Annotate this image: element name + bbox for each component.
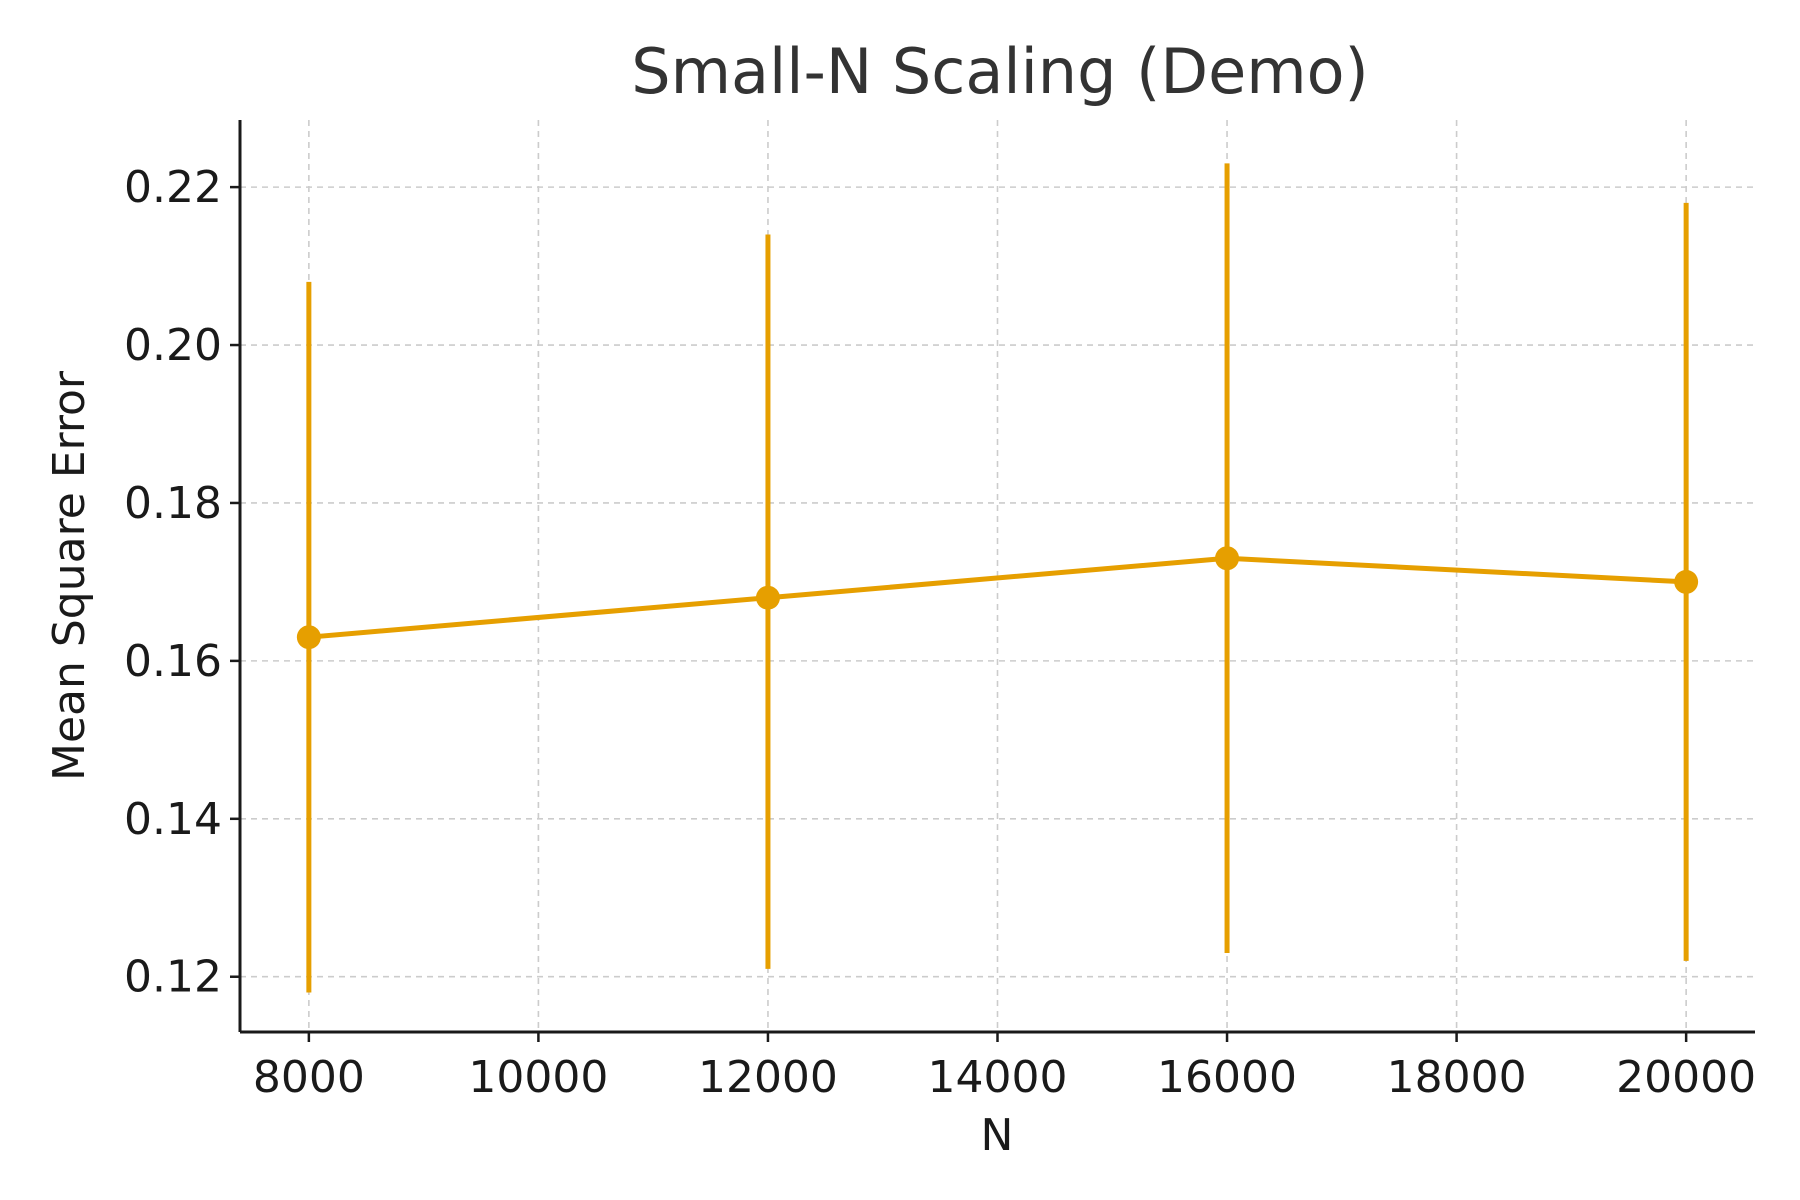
chart-title: Small-N Scaling (Demo) [631,35,1369,108]
data-point [296,625,321,650]
x-tick-label: 12000 [698,1052,838,1103]
y-tick-label: 0.22 [124,162,222,213]
x-tick-label: 20000 [1616,1052,1756,1103]
x-axis-label: N [981,1110,1014,1161]
x-tick-label: 16000 [1157,1052,1297,1103]
y-axis-label: Mean Square Error [44,370,95,781]
y-tick-label: 0.18 [124,478,222,529]
data-point [1215,546,1240,571]
data-points [296,546,1699,650]
y-tick-label: 0.20 [124,320,222,371]
series-line [306,555,1689,640]
series-polyline [306,555,1689,640]
y-tick-label: 0.16 [124,636,222,687]
axis-ticks: 8000 10000 12000 14000 16000 18000 20000 0.12 0.… [124,162,1756,1103]
x-tick-label: 10000 [468,1052,608,1103]
x-tick-label: 8000 [253,1052,365,1103]
x-tick-label: 18000 [1387,1052,1527,1103]
y-tick-label: 0.14 [124,794,222,845]
y-tick-label: 0.12 [124,952,222,1003]
data-point [1674,569,1699,594]
x-tick-label: 14000 [928,1052,1068,1103]
data-point [755,585,780,610]
